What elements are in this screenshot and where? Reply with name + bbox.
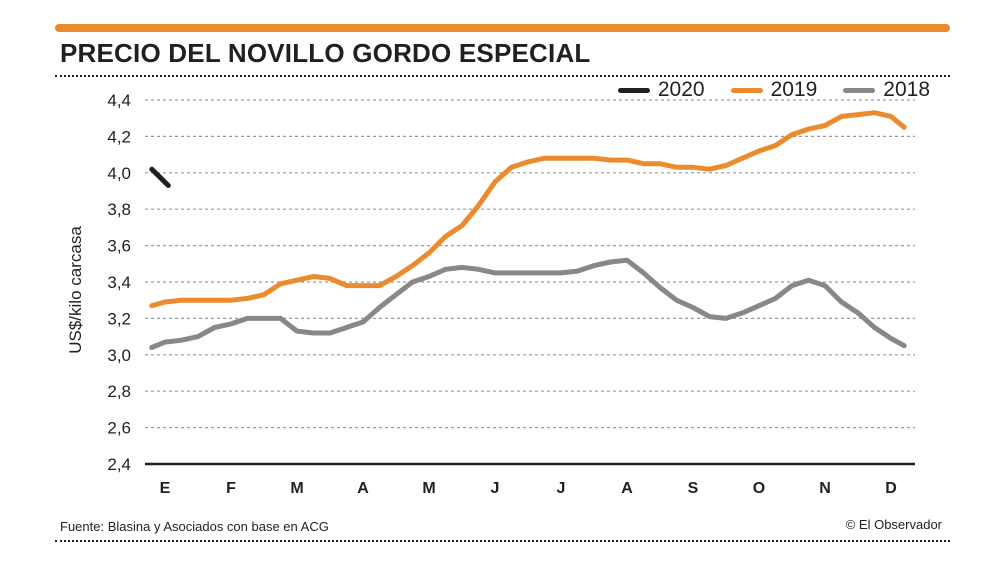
x-tick-label: M (290, 480, 303, 497)
x-tick-label: E (160, 480, 171, 497)
legend-label-2019: 2019 (770, 78, 818, 101)
bottom-dotted-divider (55, 540, 950, 542)
y-tick-label: 2,4 (107, 455, 131, 474)
legend-swatch-2020 (617, 87, 650, 93)
y-tick-label: 4,2 (107, 127, 131, 146)
legend-item-2019: 2019 (730, 78, 818, 102)
y-tick-label: 2,8 (107, 382, 131, 401)
source-note: Fuente: Blasina y Asociados con base en … (60, 519, 329, 534)
legend-label-2018: 2018 (883, 78, 930, 101)
chart-title: PRECIO DEL NOVILLO GORDO ESPECIAL (60, 38, 591, 68)
x-tick-label: N (819, 480, 831, 497)
legend-item-2020: 2020 (617, 78, 705, 102)
top-dotted-divider (55, 75, 950, 77)
y-tick-label: 4,0 (107, 164, 131, 183)
y-tick-label: 3,6 (107, 237, 131, 256)
y-tick-label: 2,6 (107, 419, 131, 438)
y-tick-label: 3,4 (107, 273, 131, 292)
y-tick-label: 3,0 (107, 346, 131, 365)
x-tick-label: A (357, 480, 369, 497)
y-tick-label: 4,4 (107, 91, 131, 110)
legend: 2020 2019 2018 (617, 78, 930, 102)
x-tick-label: F (226, 480, 236, 497)
legend-swatch-2019 (730, 87, 763, 93)
x-tick-label: J (557, 480, 566, 497)
legend-swatch-2018 (843, 87, 876, 93)
legend-item-2018: 2018 (843, 78, 930, 102)
y-tick-label: 3,8 (107, 200, 131, 219)
series-line-2018 (149, 257, 907, 350)
legend-label-2020: 2020 (657, 78, 705, 101)
accent-top-bar (55, 24, 950, 32)
x-tick-label: S (688, 480, 699, 497)
series-line-2020 (149, 166, 171, 188)
y-tick-label: 3,2 (107, 309, 131, 328)
x-tick-label: O (753, 480, 765, 497)
x-tick-label: D (885, 480, 897, 497)
x-tick-label: A (621, 480, 633, 497)
x-tick-label: J (491, 480, 500, 497)
series-line-2019 (149, 110, 907, 309)
copyright-credit: © El Observador (845, 517, 942, 532)
x-tick-label: M (422, 480, 435, 497)
